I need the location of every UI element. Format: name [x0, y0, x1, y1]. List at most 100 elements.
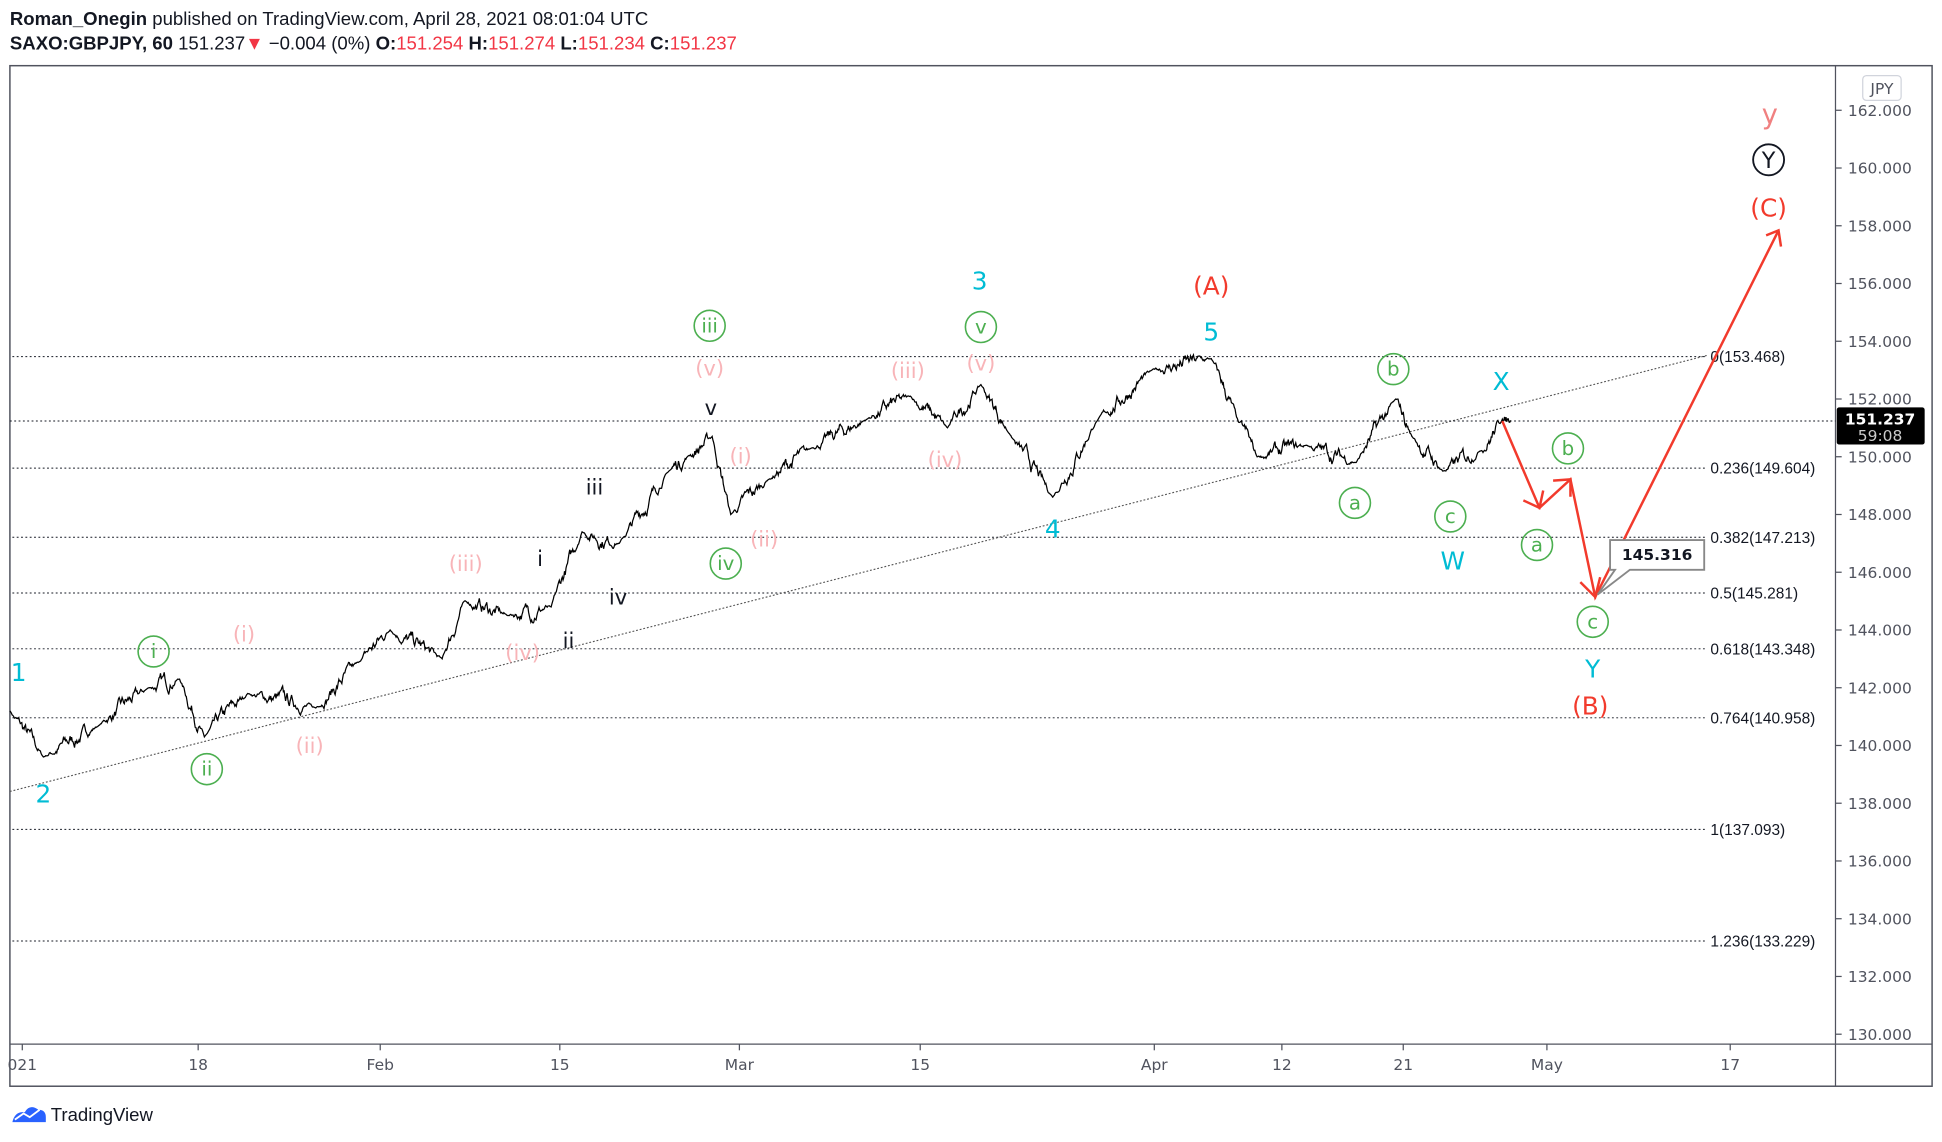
high-value: 151.274: [488, 33, 555, 54]
projection-arrows[interactable]: [1501, 228, 1783, 601]
wave-label: 1: [11, 658, 27, 687]
time-tick-label: 021: [8, 1056, 38, 1074]
fib-level-label: 0.5(145.281): [1710, 586, 1798, 603]
wave-label: iv: [609, 585, 627, 610]
wave-label: (B): [1572, 691, 1608, 720]
wave-label: (ii): [750, 526, 778, 551]
price-tick-label: 134.000: [1848, 910, 1912, 928]
price-tick-label: 142.000: [1848, 679, 1912, 697]
time-tick-label: 21: [1393, 1056, 1413, 1074]
price-tick-label: 162.000: [1848, 102, 1912, 120]
open-value: 151.254: [396, 33, 463, 54]
wave-label: y: [1762, 100, 1778, 131]
fib-level-label: 0.618(143.348): [1710, 641, 1815, 658]
tradingview-logo[interactable]: TradingView: [12, 1104, 154, 1125]
fib-level-label: 1.236(133.229): [1710, 934, 1815, 951]
wave-label: 3: [972, 267, 988, 296]
price-tick-label: 158.000: [1848, 217, 1912, 235]
price-axis[interactable]: 162.000 160.000 158.000 156.000 154.000 152.0…: [1835, 102, 1912, 1044]
wave-label: (A): [1193, 272, 1229, 301]
wave-label: i: [537, 546, 543, 571]
price-callout[interactable]: 145.316: [1596, 539, 1706, 596]
wave-label: X: [1493, 367, 1510, 396]
time-tick-label: 17: [1720, 1056, 1740, 1074]
arrowhead-icon: [1765, 228, 1783, 247]
price-tick-label: 154.000: [1848, 333, 1912, 351]
time-tick-label: Feb: [367, 1056, 394, 1074]
time-tick-label: May: [1531, 1056, 1563, 1074]
wave-label: a: [1349, 491, 1361, 514]
time-tick-label: 15: [910, 1056, 930, 1074]
down-arrow-icon: ▼: [245, 33, 263, 54]
arrowhead-icon: [1553, 478, 1572, 497]
price-line: [9, 352, 1512, 758]
currency-label: JPY: [1869, 80, 1894, 98]
wave-label: c: [1445, 505, 1456, 528]
price-tick-label: 130.000: [1848, 1026, 1912, 1044]
circle-icon: [964, 310, 998, 344]
low-value: 151.234: [578, 33, 645, 54]
wave-label: v: [705, 395, 717, 420]
current-price-tag: 151.237 59:08: [1836, 407, 1925, 445]
price-tick-label: 156.000: [1848, 275, 1912, 293]
cyan-wave-labels: 1 2 3 4 5 W X Y: [11, 267, 1601, 809]
close-value: 151.237: [670, 33, 737, 54]
pink-wave-labels: (i) (ii) (iii) (iv) (v) (i) (ii) (iii) (…: [233, 100, 1778, 758]
circle-icon: [1338, 486, 1372, 520]
wave-label: (iii): [449, 551, 483, 576]
wave-label: iv: [717, 552, 735, 575]
wave-label: (i): [729, 443, 751, 468]
wave-label: 5: [1203, 317, 1219, 346]
wave-label: b: [1562, 437, 1575, 460]
change: −0.004 (0%): [269, 33, 371, 54]
wave-label: (C): [1750, 194, 1787, 223]
circle-icon: [1434, 500, 1467, 533]
wave-label: Y: [1761, 148, 1776, 174]
symbol-line: SAXO:GBPJPY, 60 151.237▼ −0.004 (0%) O:1…: [10, 33, 737, 54]
wave-label: (ii): [296, 733, 324, 758]
chart-frame: [9, 64, 1933, 1087]
time-tick-label: 18: [188, 1056, 208, 1074]
fib-retracement[interactable]: 0(153.468) 0.236(149.604) 0.382(147.213) 0.…: [12, 349, 1815, 951]
fib-level-label: 0.382(147.213): [1710, 530, 1815, 547]
currency-button[interactable]: JPY: [1862, 74, 1902, 101]
wave-label: iii: [701, 314, 718, 337]
wave-label: v: [975, 316, 987, 339]
wave-label: Y: [1584, 654, 1601, 683]
fib-level-label: 0.764(140.958): [1710, 710, 1815, 727]
circle-icon: [709, 547, 743, 580]
price-tick-label: 132.000: [1848, 968, 1912, 986]
wave-label: iii: [586, 474, 604, 499]
wave-label: (iii): [891, 358, 925, 383]
circle-icon: [190, 752, 224, 786]
circle-icon: [137, 635, 170, 668]
arrowhead-icon: [1579, 576, 1602, 600]
wave-label: 2: [35, 779, 51, 808]
wave-label: (iv): [928, 447, 963, 472]
publish-line: Roman_Onegin published on TradingView.co…: [10, 8, 648, 29]
time-tick-label: Mar: [725, 1056, 755, 1074]
time-axis[interactable]: 021 18 Feb 15 Mar 15 Apr 12 21 May 17: [8, 1044, 1741, 1074]
wave-label: c: [1587, 610, 1598, 633]
published-info: published on TradingView.com, April 28, …: [152, 8, 648, 29]
wave-label: i: [151, 640, 157, 663]
fib-level-label: 1(137.093): [1710, 822, 1785, 839]
bar-countdown: 59:08: [1858, 427, 1903, 445]
brand-name: TradingView: [51, 1104, 154, 1125]
symbol: SAXO:GBPJPY, 60: [10, 33, 173, 54]
wave-label: 4: [1045, 514, 1061, 543]
circle-icon: [1576, 605, 1610, 639]
price-tick-label: 148.000: [1848, 506, 1912, 524]
wave-label: a: [1531, 533, 1543, 556]
wave-label: ii: [201, 758, 212, 781]
price-tick-label: 140.000: [1848, 737, 1912, 755]
time-tick-label: 12: [1272, 1056, 1292, 1074]
wave-label: ii: [563, 628, 575, 653]
current-price: 151.237: [1845, 411, 1915, 429]
time-tick-label: Apr: [1141, 1056, 1168, 1074]
wave-label: (iv): [505, 640, 540, 665]
wave-label: (i): [233, 622, 255, 647]
wave-label: (v): [695, 355, 724, 380]
